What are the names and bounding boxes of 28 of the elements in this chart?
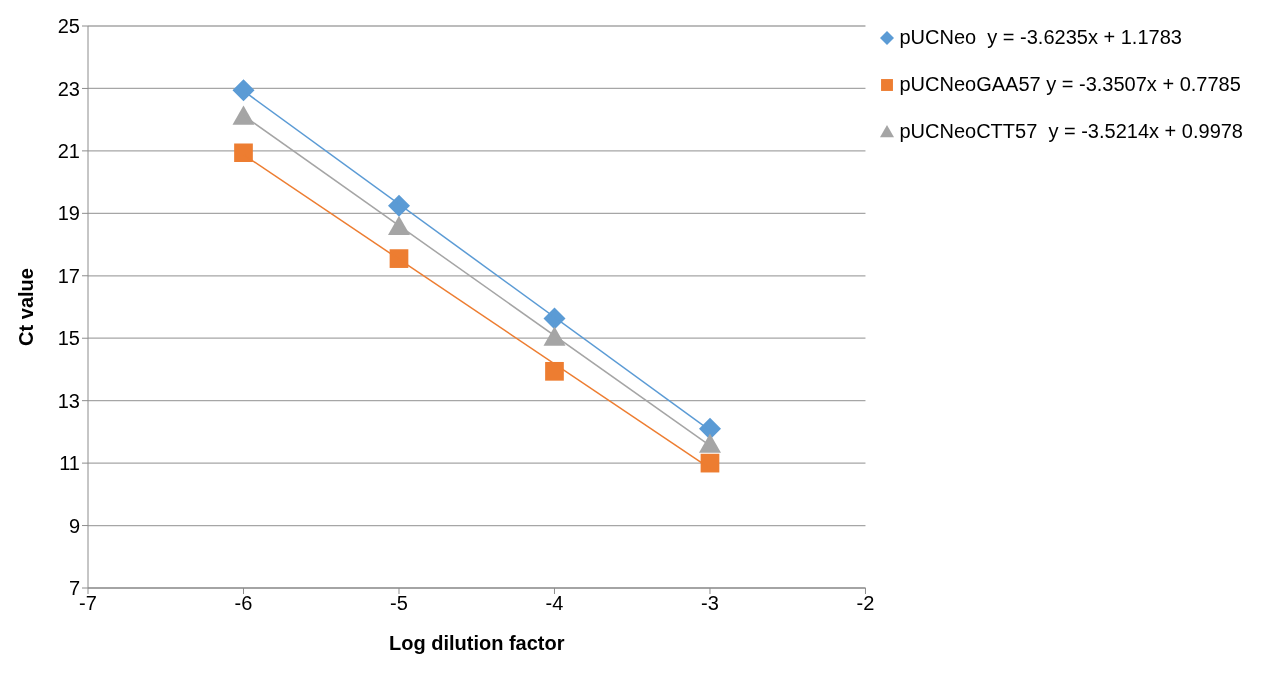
x-tick-label: -4: [545, 592, 564, 615]
x-tick-label: -5: [390, 592, 408, 615]
y-tick-label: 21: [57, 139, 80, 162]
y-tick-label: 13: [57, 389, 80, 412]
point: [545, 361, 564, 381]
y-tick-label: 7: [68, 577, 80, 600]
point: [387, 194, 410, 217]
legend-label: pUCNeoGAA57 y = -3.3507x + 0.7785: [899, 73, 1241, 96]
y-tick-label: 11: [59, 452, 80, 475]
point: [543, 326, 566, 346]
y-tick-label: 23: [57, 77, 80, 100]
y-tick-label: 19: [57, 202, 80, 225]
point: [698, 433, 721, 453]
y-tick-label: 17: [57, 264, 80, 287]
y-tick-label: 25: [57, 15, 80, 38]
point: [232, 79, 255, 102]
y-axis-title: Ct value: [15, 268, 38, 346]
legend-label: pUCNeo y = -3.6235x + 1.1783: [899, 26, 1182, 49]
legend-label: pUCNeoCTT57 y = -3.5214x + 0.9978: [899, 120, 1243, 143]
x-tick-label: -2: [856, 592, 875, 615]
y-tick-label: 15: [57, 327, 80, 350]
point: [234, 143, 253, 163]
x-axis-title: Log dilution factor: [388, 632, 565, 654]
x-tick-label: -6: [234, 592, 253, 615]
x-tick-label: -3: [701, 592, 719, 615]
point: [232, 105, 255, 125]
y-tick-label: 9: [68, 514, 80, 537]
x-tick-label: -7: [79, 592, 97, 615]
